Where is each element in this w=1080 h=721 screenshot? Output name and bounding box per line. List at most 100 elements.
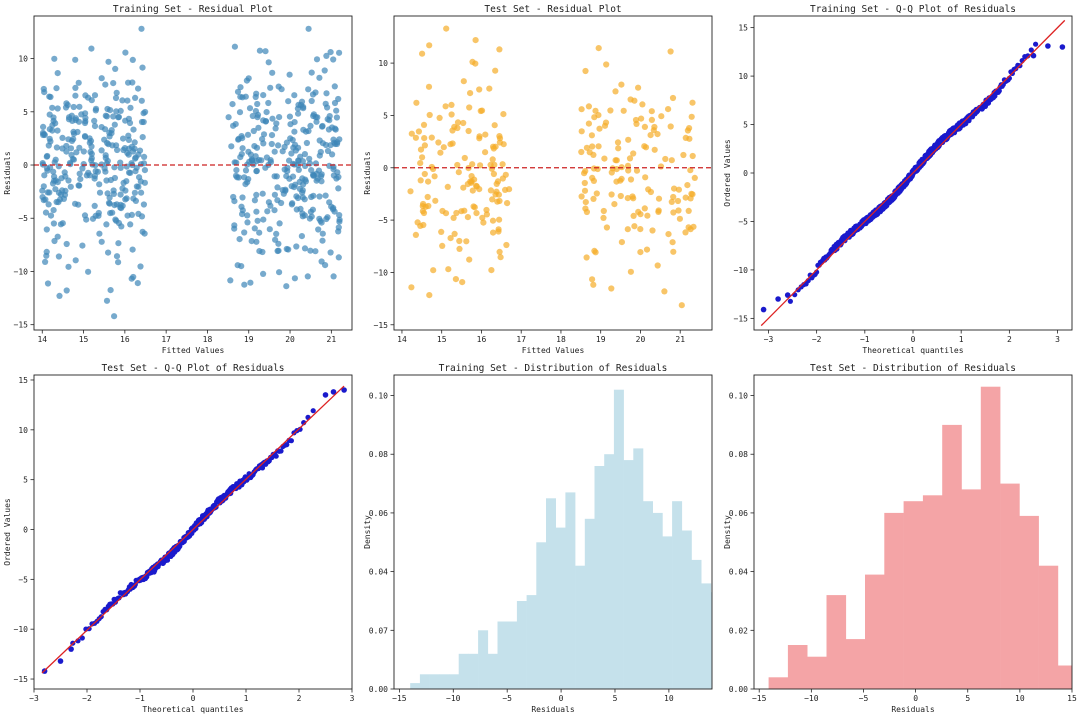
scatter-point: [76, 144, 83, 151]
y-tick-label: −5: [18, 575, 28, 584]
x-tick-label: −2: [82, 694, 92, 703]
scatter-point: [241, 229, 248, 236]
scatter-point: [98, 147, 105, 154]
scatter-point: [251, 225, 258, 232]
histogram-bar: [623, 460, 634, 689]
scatter-point: [105, 199, 113, 206]
scatter-point: [421, 142, 428, 149]
scatter-point: [644, 212, 651, 219]
scatter-point: [253, 238, 260, 245]
scatter-point: [111, 121, 118, 128]
histogram-bar: [942, 424, 962, 689]
scatter-point: [117, 107, 124, 114]
scatter-point: [254, 111, 262, 118]
scatter-point: [262, 48, 269, 55]
scatter-point: [260, 131, 268, 138]
histogram-bar: [439, 674, 450, 689]
scatter-point: [496, 197, 503, 205]
scatter-point: [263, 109, 270, 116]
scatter-point: [275, 247, 282, 254]
scatter-point: [478, 107, 486, 114]
histogram-bar: [662, 536, 673, 689]
scatter-point: [302, 128, 310, 135]
qq-point: [278, 448, 284, 454]
scatter-point: [88, 97, 95, 104]
scatter-point: [315, 167, 322, 174]
scatter-point: [293, 193, 300, 200]
scatter-point: [110, 113, 117, 120]
scatter-point: [291, 184, 298, 191]
scatter-point: [627, 268, 634, 275]
x-tick-label: −5: [502, 694, 512, 703]
scatter-point: [278, 199, 285, 207]
x-tick-label: 21: [327, 335, 337, 344]
y-tick-label: 15: [18, 376, 28, 385]
scatter-point: [234, 88, 242, 95]
y-tick-label: 0.07: [369, 626, 388, 635]
scatter-point: [589, 174, 596, 181]
axes-frame: [753, 374, 1073, 690]
scatter-point: [72, 56, 79, 63]
y-tick-label: −5: [378, 216, 388, 225]
scatter-point: [287, 121, 294, 128]
scatter-point: [490, 170, 497, 178]
scatter-point: [647, 132, 654, 139]
scatter-point: [79, 242, 86, 249]
scatter-point: [426, 111, 433, 119]
scatter-point: [451, 230, 458, 237]
panel-test-residual-plot: 14 15 16 17 18 19 20 21 −15 −10 −5 0 5 10 Test Set - R…: [360, 0, 720, 358]
histogram-bar: [497, 621, 508, 689]
scatter-point: [460, 184, 467, 191]
scatter-point: [690, 223, 697, 230]
y-tick-label: −15: [734, 314, 749, 323]
scatter-point: [661, 288, 668, 295]
qq-point: [1033, 41, 1039, 47]
y-axis-label: Density: [363, 515, 372, 549]
scatter-point: [40, 123, 47, 130]
scatter-point: [260, 140, 267, 147]
scatter-point: [137, 263, 144, 270]
y-tick-label: −10: [734, 266, 749, 275]
scatter-point: [504, 200, 511, 207]
scatter-point: [304, 273, 311, 280]
scatter-point: [600, 214, 607, 221]
scatter-point: [585, 103, 592, 110]
qq-point: [760, 306, 767, 313]
scatter-point: [253, 167, 260, 175]
scatter-point: [236, 236, 243, 243]
scatter-point: [231, 222, 238, 229]
scatter-point: [133, 183, 140, 190]
scatter-point: [495, 226, 502, 233]
scatter-point: [689, 152, 696, 160]
scatter-point: [306, 215, 313, 222]
qq-point: [330, 389, 337, 395]
scatter-point: [631, 223, 638, 230]
scatter-point: [245, 148, 252, 155]
scatter-point: [96, 230, 103, 237]
scatter-point: [624, 226, 631, 233]
scatter-point: [266, 226, 273, 233]
scatter-point: [59, 134, 66, 141]
histogram-bar: [643, 501, 653, 689]
scatter-point: [98, 124, 105, 131]
scatter-point: [102, 168, 109, 175]
scatter-point: [670, 193, 677, 201]
scatter-point: [322, 262, 329, 269]
plot-area: [394, 25, 712, 309]
scatter-point: [322, 141, 330, 149]
scatter-point: [316, 152, 323, 159]
scatter-point: [641, 205, 648, 212]
scatter-point: [47, 93, 54, 101]
scatter-point: [662, 155, 669, 163]
scatter-point: [682, 194, 689, 201]
scatter-point: [54, 105, 61, 112]
scatter-point: [74, 128, 81, 136]
scatter-point: [489, 196, 496, 203]
qq-point: [341, 387, 347, 393]
scatter-point: [319, 123, 326, 130]
y-tick-label: 5: [743, 121, 748, 130]
scatter-point: [324, 147, 332, 155]
qq-point: [297, 426, 303, 432]
scatter-point: [420, 200, 427, 208]
